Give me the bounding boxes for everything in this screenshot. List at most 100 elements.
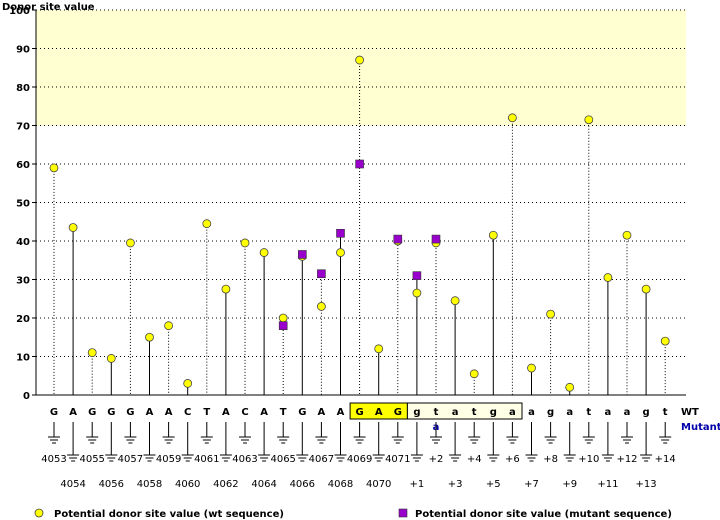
wt-base: g: [643, 407, 650, 418]
y-tick-label: 60: [16, 160, 30, 171]
wt-point: [202, 219, 212, 229]
position-label: 4060: [175, 479, 200, 490]
y-axis: 0 10 20 30 40 50 60 70 80 90 100: [9, 6, 686, 402]
wt-point: [641, 284, 651, 294]
y-tick-label: 80: [16, 83, 30, 94]
wt-base: t: [434, 407, 439, 418]
wt-point: [68, 223, 78, 232]
position-label: 4062: [213, 479, 238, 490]
wt-point: [49, 163, 59, 173]
band-fill: [36, 10, 686, 126]
wt-point: [221, 284, 231, 294]
position-label: 4069: [347, 454, 372, 465]
highlight-band: [36, 10, 686, 126]
position-label: 4059: [156, 454, 181, 465]
wt-base: A: [146, 407, 154, 418]
wt-point: [584, 115, 594, 125]
y-tick-label: 30: [16, 276, 30, 287]
position-label: 4066: [290, 479, 315, 490]
wt-base: G: [298, 407, 306, 418]
wt-point: [565, 382, 575, 392]
wt-base: g: [547, 407, 554, 418]
wt-base: G: [355, 407, 363, 418]
position-label: +10: [578, 454, 599, 465]
position-label: 4068: [328, 479, 353, 490]
position-label: +3: [448, 479, 463, 490]
position-label: 4055: [79, 454, 104, 465]
position-labels: 4053 4054 4055 4056 4057 4058 4059 4060 4061 4062…: [41, 454, 675, 490]
wt-base: A: [337, 407, 345, 418]
wt-point: [316, 302, 326, 311]
mutant-point: [297, 250, 307, 259]
wt-base: A: [165, 407, 173, 418]
position-label: 4054: [60, 479, 85, 490]
wt-point: [546, 309, 555, 319]
wt-base: A: [222, 407, 230, 418]
wt-base: A: [375, 407, 383, 418]
mutant-point: [393, 234, 403, 244]
wt-point: [106, 354, 116, 363]
wt-point: [603, 273, 613, 282]
wt-base: a: [566, 407, 573, 418]
position-label: 4070: [366, 479, 391, 490]
sequence-labels: GAGGGAACTACATGAAGAGgtaatgaagataagt: [48, 407, 672, 462]
wt-base: T: [203, 407, 210, 418]
position-label: 4056: [99, 479, 124, 490]
wt-base: a: [509, 407, 516, 418]
position-label: +7: [524, 479, 539, 490]
position-label: +1: [410, 479, 425, 490]
position-label: 4057: [118, 454, 143, 465]
y-tick-label: 100: [9, 6, 30, 17]
position-label: +13: [636, 479, 657, 490]
position-label: 4061: [194, 454, 219, 465]
wt-base: G: [50, 407, 58, 418]
wt-base: A: [260, 407, 268, 418]
wt-base: C: [184, 407, 191, 418]
wt-point: [164, 321, 174, 331]
legend-mutant-marker: [398, 508, 408, 518]
wt-point: [240, 238, 250, 248]
legend-wt-label: Potential donor site value (wt sequence): [54, 509, 284, 520]
mutant-row-label: Mutant: [681, 422, 720, 433]
mutant-point: [355, 159, 364, 169]
mutant-point: [317, 269, 326, 279]
legend-mutant-label: Potential donor site value (mutant seque…: [415, 509, 672, 520]
wt-base: g: [413, 407, 420, 418]
data-points: [49, 55, 670, 392]
wt-point: [412, 288, 422, 298]
wt-point: [183, 379, 193, 388]
wt-point: [488, 230, 498, 240]
position-label: 4064: [251, 479, 276, 490]
position-label: +5: [486, 479, 501, 490]
mutant-point: [431, 234, 441, 244]
wt-base: t: [472, 407, 477, 418]
position-label: +2: [429, 454, 444, 465]
y-tick-label: 10: [16, 353, 30, 364]
position-label: 4065: [270, 454, 295, 465]
mutant-point: [278, 321, 288, 331]
wt-base: T: [280, 407, 287, 418]
y-axis-label: Donor site value: [2, 2, 95, 13]
mutant-point: [412, 271, 422, 280]
wt-point: [259, 248, 269, 257]
y-tick-label: 90: [16, 45, 30, 56]
wt-point: [508, 113, 517, 123]
wt-point: [469, 369, 479, 379]
intron-box: [406, 402, 523, 420]
sequence-boxes: [349, 402, 523, 420]
wt-base: G: [126, 407, 134, 418]
wt-base: A: [69, 407, 77, 418]
wt-base: t: [663, 407, 668, 418]
wt-point: [355, 55, 365, 65]
wt-point: [622, 230, 632, 240]
wt-base: a: [605, 407, 612, 418]
position-label: +14: [655, 454, 676, 465]
mutant-point: [336, 229, 345, 238]
position-label: +6: [505, 454, 520, 465]
wt-base: G: [88, 407, 96, 418]
position-label: 4058: [137, 479, 162, 490]
wt-base: g: [490, 407, 497, 418]
wt-point: [450, 296, 460, 306]
legend: Potential donor site value (wt sequence)…: [34, 508, 672, 520]
position-label: 4053: [41, 454, 66, 465]
